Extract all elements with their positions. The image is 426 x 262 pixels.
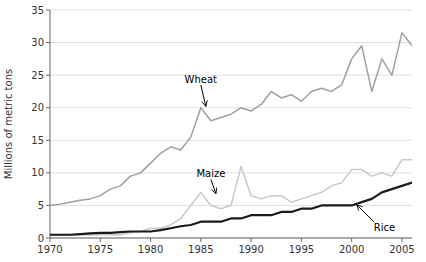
x-tick xyxy=(251,238,252,242)
x-tick-label: 1975 xyxy=(88,244,113,255)
lines xyxy=(50,33,412,235)
y-tick xyxy=(46,140,50,141)
y-tick xyxy=(46,10,50,11)
x-axis xyxy=(50,238,412,239)
y-tick-label: 20 xyxy=(31,102,44,113)
x-tick xyxy=(50,238,51,242)
x-tick-label: 1995 xyxy=(289,244,314,255)
grid-line xyxy=(50,140,412,141)
x-tick xyxy=(100,238,101,242)
y-tick-label: 35 xyxy=(31,5,44,16)
annotation-arrow xyxy=(357,205,374,222)
x-tick-label: 1985 xyxy=(188,244,213,255)
series-line xyxy=(50,33,412,206)
annotation-arrow xyxy=(211,179,216,193)
grid-line xyxy=(50,75,412,76)
x-tick-label: 1970 xyxy=(37,244,62,255)
grid-line xyxy=(50,172,412,173)
grid-line xyxy=(50,10,412,11)
grid xyxy=(50,10,412,238)
annotation: Rice xyxy=(374,222,395,233)
annotation-arrow xyxy=(201,85,206,106)
y-axis xyxy=(50,10,51,238)
y-tick-label: 30 xyxy=(31,37,44,48)
series-line xyxy=(50,183,412,235)
y-tick-label: 5 xyxy=(38,200,44,211)
y-axis-label: Millions of metric tons xyxy=(3,69,14,179)
series-line xyxy=(50,160,412,235)
x-tick-label: 1990 xyxy=(238,244,263,255)
y-tick-label: 0 xyxy=(38,233,44,244)
chart: 0 5 10 15 20 25 30 35 1970 1975 1980 1985 1990 1995 20… xyxy=(0,0,426,262)
grid-line xyxy=(50,107,412,108)
annotation: Wheat xyxy=(185,74,218,85)
x-tick-label: 2000 xyxy=(339,244,364,255)
grid-line xyxy=(50,42,412,43)
x-tick-label: 2005 xyxy=(389,244,414,255)
y-tick xyxy=(46,238,50,239)
x-tick-label: 1980 xyxy=(138,244,163,255)
x-tick xyxy=(200,238,201,242)
y-tick-label: 15 xyxy=(31,135,44,146)
y-tick-label: 10 xyxy=(31,167,44,178)
y-tick xyxy=(46,42,50,43)
y-tick-label: 25 xyxy=(31,70,44,81)
x-tick xyxy=(150,238,151,242)
y-tick xyxy=(46,205,50,206)
y-tick xyxy=(46,75,50,76)
y-tick xyxy=(46,172,50,173)
grid-line xyxy=(50,238,412,239)
y-tick xyxy=(46,107,50,108)
x-tick xyxy=(401,238,402,242)
annotation: Maize xyxy=(196,168,225,179)
x-tick xyxy=(301,238,302,242)
x-tick xyxy=(351,238,352,242)
